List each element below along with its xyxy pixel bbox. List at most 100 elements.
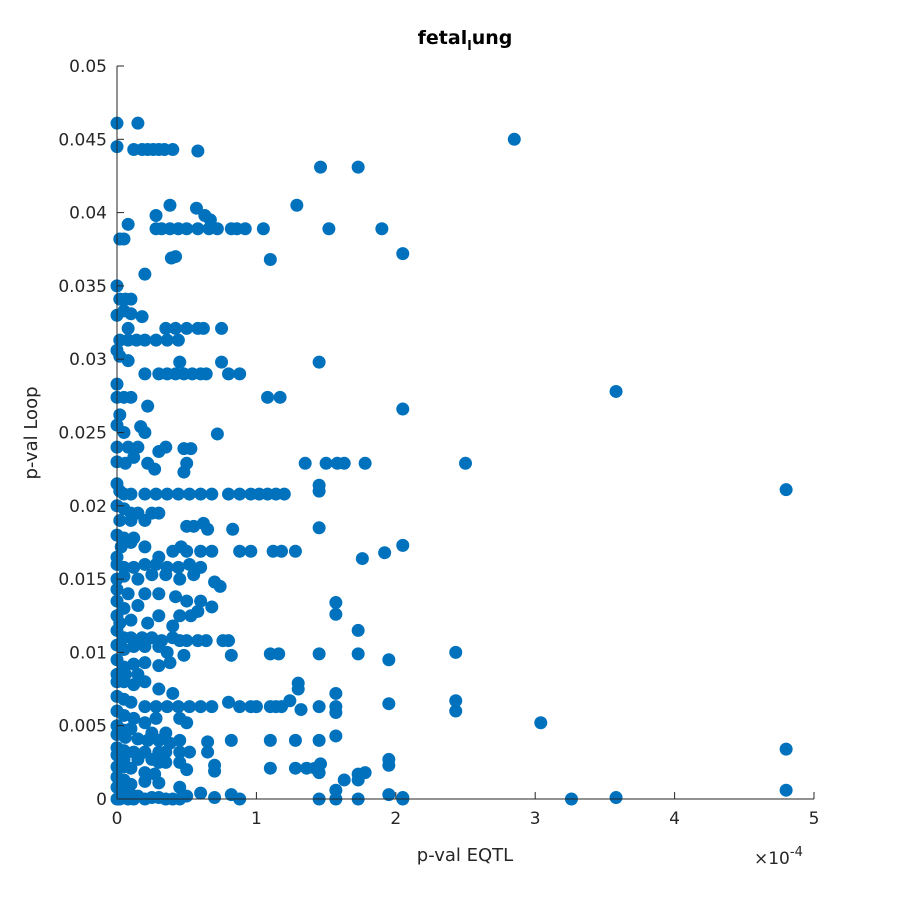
data-point [358,766,372,780]
y-tick-label: 0.05 [69,57,107,77]
data-point [238,222,252,236]
data-point [337,773,351,787]
data-point [149,711,163,725]
data-point [180,321,194,335]
data-point [312,484,326,498]
data-point [233,367,247,381]
data-point [396,402,410,416]
data-point [169,321,183,335]
data-point [222,487,236,501]
points-layer [110,116,793,806]
data-point [127,560,141,574]
data-point [180,763,194,777]
data-point [121,217,135,231]
data-point [180,716,194,730]
data-point [173,745,187,759]
data-point [194,594,208,608]
y-ticks: 0 0.005 0.01 0.015 0.02 0.025 0.03 0.035 0.04 0.0… [58,57,124,810]
data-point [187,568,201,582]
data-point [288,761,302,775]
x-axis-label: p-val EQTL [417,845,513,866]
data-point [138,540,152,554]
data-point [160,700,174,714]
data-point [138,513,152,527]
data-point [269,700,283,714]
data-point [149,700,163,714]
data-point [215,355,229,369]
data-point [138,487,152,501]
data-point [117,569,131,583]
data-point [194,487,208,501]
data-point [222,634,236,648]
data-point [205,487,219,501]
data-point [449,704,463,718]
data-point [205,600,219,614]
data-point [233,544,247,558]
x-tick-label: 2 [390,809,401,829]
data-point [152,776,166,790]
title-rest: ung [472,27,513,49]
data-point [148,462,162,476]
data-point [277,487,291,501]
data-point [149,487,163,501]
data-point [113,513,127,527]
data-point [294,703,308,717]
data-point [272,647,286,661]
data-point [191,144,205,158]
data-point [355,552,369,566]
x-exponent-label: ×10-4 [754,845,803,869]
y-tick-label: 0.035 [58,277,107,297]
data-point [138,587,152,601]
data-point [145,568,159,582]
data-point [329,783,343,797]
data-point [141,616,155,630]
data-point [173,355,187,369]
data-point [779,742,793,756]
data-point [224,733,238,747]
data-point [194,544,208,558]
data-point [160,333,174,347]
chart-title: fetallung [418,27,513,54]
data-point [152,587,166,601]
data-point [131,598,145,612]
data-point [160,645,174,659]
data-point [329,686,343,700]
data-point [182,745,196,759]
x-ticks: 0 1 2 3 4 5 [112,792,819,829]
data-point [382,653,396,667]
data-point [124,613,138,627]
data-point [138,426,152,439]
data-point [177,465,191,479]
data-point [351,160,365,174]
data-point [459,456,472,470]
data-point [382,697,396,711]
data-point [121,354,135,368]
data-point [210,222,224,236]
data-point [127,678,141,692]
data-point [201,745,215,759]
x-tick-label: 4 [669,809,680,829]
data-point [149,333,163,347]
data-point [180,222,194,236]
data-point [290,198,304,212]
data-point [213,579,227,593]
data-point [138,557,152,571]
data-point [194,786,208,800]
data-point [163,198,177,212]
data-point [138,640,152,654]
data-point [127,657,141,671]
data-point [208,791,222,805]
data-point [291,682,305,696]
data-point [201,735,215,749]
data-point [169,250,183,264]
data-point [159,321,173,335]
data-point [191,604,205,618]
data-point [138,700,152,714]
data-point [124,487,138,501]
data-point [312,521,326,535]
data-point [263,733,277,747]
data-point [173,572,187,586]
data-point [124,513,138,527]
data-point [184,442,198,456]
